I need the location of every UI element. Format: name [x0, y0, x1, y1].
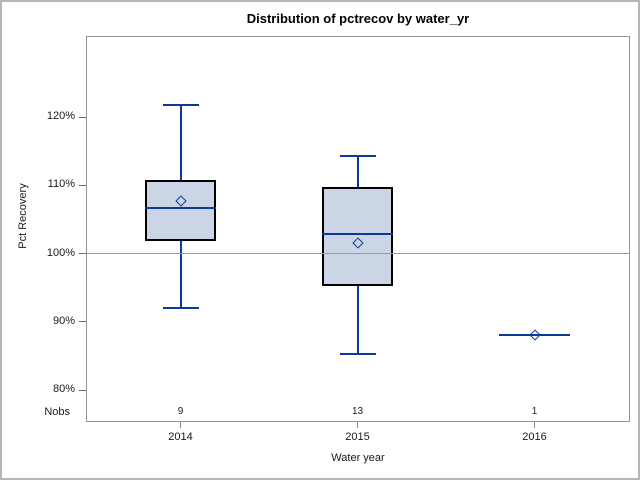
- x-tick-label: 2014: [168, 431, 193, 443]
- y-tick-label: 110%: [47, 178, 75, 191]
- y-tick: [79, 321, 86, 323]
- x-tick-label: 2015: [345, 431, 370, 443]
- x-axis-title: Water year: [331, 452, 385, 464]
- y-tick-label: 80%: [52, 383, 75, 395]
- median-line: [322, 233, 393, 236]
- reference-line-100pct: [87, 253, 629, 254]
- x-tick-label: 2016: [522, 431, 547, 443]
- chart-title: Distribution of pctrecov by water_yr: [246, 11, 470, 26]
- box-rect: [145, 180, 216, 242]
- y-tick-label: 120%: [46, 110, 75, 122]
- y-tick: [79, 184, 86, 186]
- box-rect: [322, 187, 393, 287]
- x-tick: [180, 422, 181, 428]
- median-line: [499, 334, 570, 337]
- y-tick: [79, 389, 86, 391]
- whisker-cap-top: [162, 103, 199, 106]
- y-tick: [79, 253, 86, 254]
- whisker-cap-top: [339, 154, 376, 157]
- y-tick-label: 100%: [46, 246, 75, 259]
- x-tick: [534, 422, 535, 428]
- nobs-value: 1: [531, 406, 538, 417]
- y-tick-label: 90%: [52, 314, 75, 327]
- median-line: [145, 206, 216, 209]
- whisker-cap-bottom: [339, 352, 376, 355]
- whisker-cap-bottom: [162, 307, 199, 310]
- y-tick: [79, 116, 86, 118]
- nobs-row-label: Nobs: [44, 406, 70, 418]
- nobs-value: 13: [351, 406, 364, 417]
- x-tick: [357, 422, 358, 428]
- nobs-value: 9: [177, 406, 184, 417]
